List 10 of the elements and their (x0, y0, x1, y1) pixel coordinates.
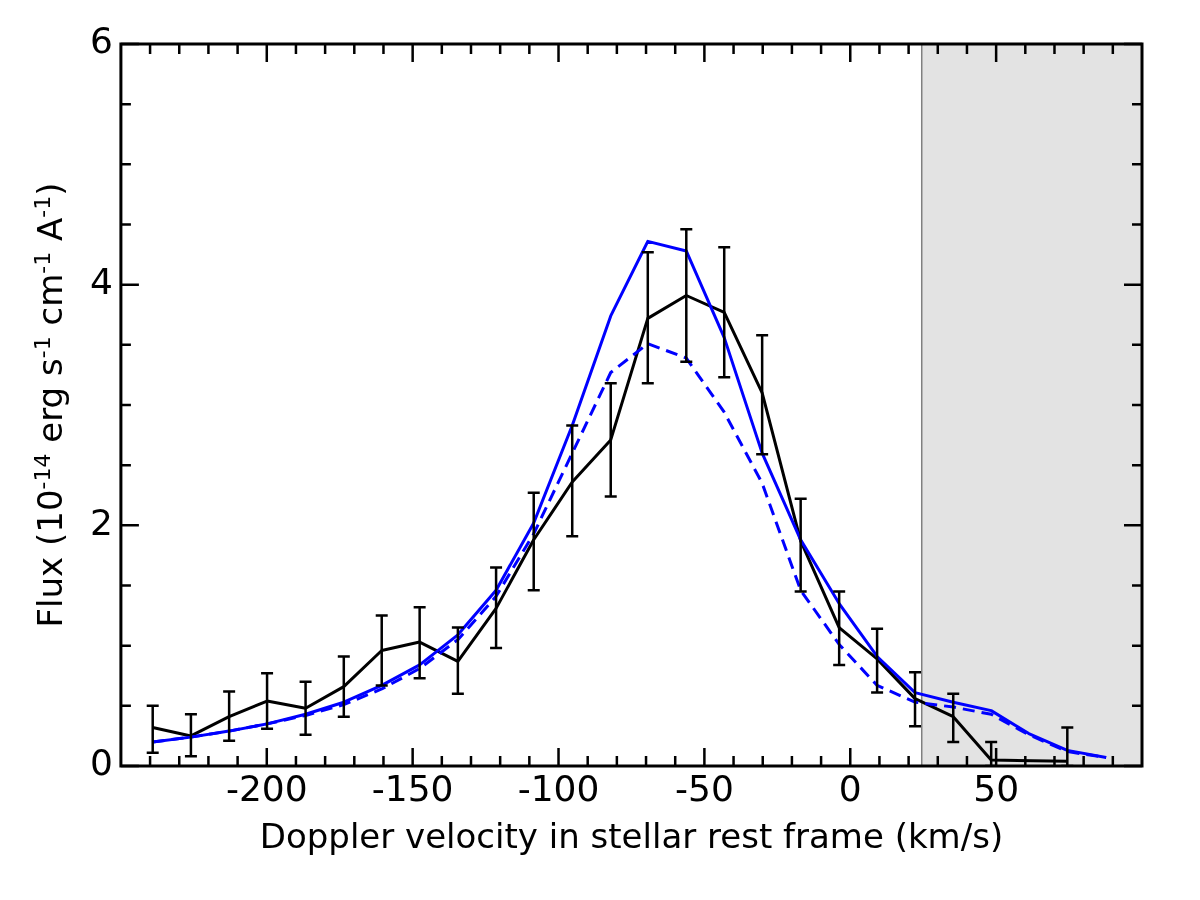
x-tick-label: -50 (674, 767, 734, 809)
x-tick-label: 0 (838, 767, 862, 809)
y-tick-label: 6 (90, 20, 113, 62)
x-tick-label: -150 (371, 767, 454, 809)
x-axis-title: Doppler velocity in stellar rest frame (km/s) (259, 816, 1004, 857)
x-tick-label: 50 (973, 767, 1020, 809)
y-tick-label: 2 (90, 501, 113, 543)
x-tick-label: -100 (517, 767, 600, 809)
x-tick-label: -200 (225, 767, 308, 809)
y-tick-label: 4 (90, 261, 113, 303)
